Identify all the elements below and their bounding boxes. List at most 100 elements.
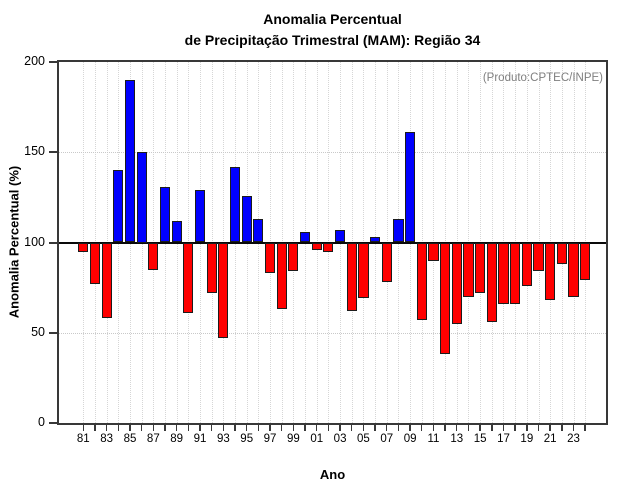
x-tick-1988	[164, 425, 166, 431]
x-tick-1987	[152, 425, 155, 431]
bar-2003	[334, 229, 346, 243]
x-tick-2018	[514, 425, 516, 431]
bar-1992	[206, 242, 217, 294]
bar-1996	[253, 219, 264, 243]
x-tick-label-1983: 83	[100, 433, 114, 445]
x-tick-1991	[199, 425, 201, 431]
bar-1984	[113, 170, 124, 243]
x-tick-2007	[386, 425, 388, 431]
x-tick-2023	[572, 425, 575, 431]
bar-2008	[393, 219, 404, 243]
x-tick-1984	[117, 425, 119, 431]
x-tick-2001	[316, 425, 318, 431]
x-tick-2022	[561, 425, 563, 431]
bar-1995	[241, 195, 252, 243]
chart-title: Anomalia Percentual de Precipitação Trim…	[57, 9, 608, 51]
x-tick-2019	[526, 425, 528, 431]
x-tick-1996	[257, 425, 260, 431]
x-tick-2003	[339, 425, 341, 431]
bar-2019	[521, 242, 532, 286]
x-tick-label-2011: 11	[427, 433, 440, 445]
x-tick-label-2015: 15	[473, 433, 487, 445]
x-tick-label-2009: 09	[403, 433, 417, 445]
x-tick-2014	[467, 425, 470, 431]
bar-2022	[556, 242, 567, 265]
x-tick-2015	[479, 425, 481, 431]
x-tick-1994	[234, 425, 236, 431]
bar-1998	[276, 242, 287, 310]
bar-1993	[218, 242, 229, 339]
x-tick-2006	[374, 425, 376, 431]
x-tick-1997	[269, 425, 271, 431]
bar-2021	[545, 242, 556, 301]
source-annotation: (Produto:CPTEC/INPE)	[482, 72, 603, 84]
chart-title-line2: de Precipitação Trimestral (MAM): Região…	[184, 32, 481, 48]
y-tick-label-150: 150	[24, 144, 45, 159]
bar-1994	[229, 166, 241, 243]
x-tick-label-1999: 99	[286, 433, 300, 445]
y-tick-0	[49, 422, 57, 424]
x-tick-label-1981: 81	[76, 433, 90, 445]
y-tick-100	[49, 241, 57, 244]
bar-2007	[381, 242, 392, 283]
chart-title-line1: Anomalia Percentual	[263, 11, 402, 27]
bar-2023	[568, 242, 579, 297]
bar-2014	[463, 242, 474, 297]
bar-2006	[370, 237, 381, 243]
x-tick-2004	[351, 425, 353, 431]
y-tick-label-200: 200	[24, 54, 45, 68]
x-tick-2005	[362, 425, 365, 431]
x-tick-1998	[281, 425, 283, 431]
x-tick-1982	[94, 425, 96, 431]
x-tick-2021	[549, 425, 551, 431]
x-tick-1981	[82, 425, 84, 431]
bar-2016	[486, 242, 497, 322]
y-tick-50	[49, 331, 57, 334]
x-tick-2010	[421, 425, 423, 431]
x-tick-label-2013: 13	[450, 433, 464, 445]
x-tick-1989	[175, 425, 178, 431]
bar-2012	[440, 242, 451, 355]
x-tick-label-2003: 03	[333, 433, 347, 445]
bar-2011	[428, 242, 439, 261]
y-tick-label-50: 50	[31, 324, 45, 339]
x-tick-label-1997: 97	[263, 433, 277, 445]
bar-2000	[299, 231, 311, 243]
y-tick-label-100: 100	[24, 234, 45, 249]
x-tick-label-1989: 89	[170, 433, 184, 445]
x-tick-1983	[105, 425, 108, 431]
x-tick-label-1991: 91	[193, 433, 207, 445]
x-tick-label-2019: 19	[520, 433, 534, 445]
x-tick-1999	[292, 425, 295, 431]
x-tick-label-2001: 01	[310, 433, 324, 445]
bar-1991	[194, 190, 206, 243]
x-tick-1995	[246, 425, 248, 431]
y-tick-200	[49, 61, 57, 63]
x-tick-label-2023: 23	[567, 433, 580, 445]
x-tick-2024	[584, 425, 586, 431]
x-tick-1985	[129, 425, 131, 431]
bar-2018	[510, 242, 521, 304]
x-tick-2009	[409, 425, 411, 431]
bar-2001	[311, 242, 322, 250]
bar-2002	[323, 242, 334, 252]
x-tick-1992	[210, 425, 213, 431]
bar-2010	[416, 242, 427, 321]
x-tick-1986	[140, 425, 143, 431]
y-tick-label-0: 0	[38, 415, 45, 429]
x-tick-label-1995: 95	[240, 433, 254, 445]
x-tick-label-1987: 87	[146, 433, 160, 445]
bar-1983	[101, 242, 112, 319]
x-tick-2013	[456, 425, 458, 431]
x-tick-2016	[491, 425, 493, 431]
gridline-50	[59, 332, 606, 334]
bar-2024	[580, 242, 591, 281]
bar-2020	[533, 242, 544, 272]
x-tick-2008	[397, 425, 400, 431]
bar-1989	[171, 220, 182, 243]
y-tick-150	[49, 151, 57, 154]
bar-2017	[498, 242, 509, 304]
bar-1986	[136, 152, 147, 243]
x-tick-label-1985: 85	[123, 433, 137, 445]
